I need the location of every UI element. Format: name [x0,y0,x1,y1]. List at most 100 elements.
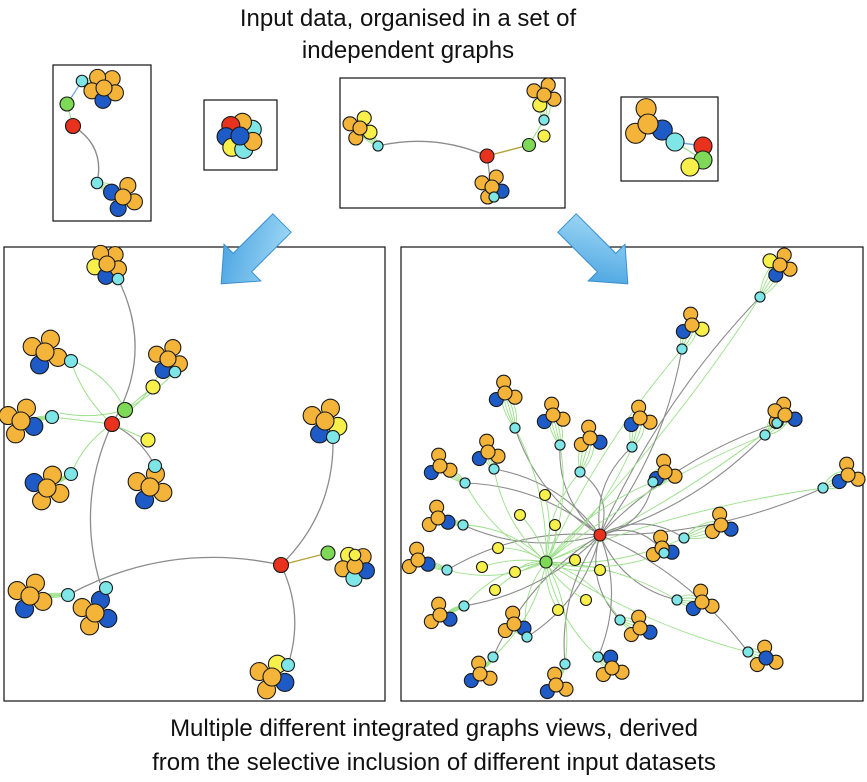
graph-node-123 [116,401,134,419]
graph-edge-146 [545,446,633,563]
graph-edge-143 [579,471,605,536]
graph-edge-160 [545,561,587,601]
graph-node-75 [37,478,57,498]
graph-node-252 [551,603,565,617]
graph-edge-129 [463,534,601,607]
graph-edge-137 [514,427,601,536]
graph-node-221 [554,439,566,451]
graph-node-210 [497,385,513,401]
graph-node-171 [592,651,604,663]
graph-node-7 [59,96,75,112]
graph-node-151 [678,532,690,544]
graph-node-6 [75,74,89,88]
input-graph-frames [3,64,864,702]
graph-node-176 [559,658,571,670]
graph-edge-133 [462,524,601,544]
graph-edge-130 [463,561,547,607]
graph-node-220 [545,407,561,423]
graph-node-113 [262,667,282,687]
graph-node-156 [671,594,683,606]
graph-node-225 [582,430,598,446]
graph-edge-36 [51,416,113,425]
graph-node-185 [472,666,488,682]
graph-node-36 [521,137,537,153]
graph-edge-109 [599,422,778,536]
graph-node-146 [817,482,829,494]
graph-node-250 [475,560,489,574]
input-graph-4-frame [620,96,719,182]
graph-node-230 [632,410,648,426]
graph-node-257 [539,555,553,569]
input-graph-1-frame [52,64,152,222]
graph-node-247 [513,508,527,522]
graph-node-170 [604,660,620,676]
graph-node-8 [64,117,82,135]
graph-node-186 [487,651,499,663]
graph-edge-125 [526,534,601,638]
graph-node-166 [614,614,626,626]
graph-edge-148 [545,481,654,563]
graph-node-34 [538,114,550,126]
graph-node-108 [98,580,114,596]
arrow-left-icon [220,213,292,285]
graph-node-200 [430,510,446,526]
graph-edge-115 [599,534,678,601]
graph-edge-128 [492,561,547,658]
graph-node-124 [103,415,121,433]
graph-edge-141 [559,444,601,536]
graph-edge-119 [595,534,621,621]
graph-node-51 [680,157,700,177]
graph-node-145 [840,467,856,483]
graph-node-84 [140,432,156,448]
graph-edge-152 [545,434,766,563]
graph-node-216 [488,463,500,475]
graph-node-28 [372,140,384,152]
graph-node-37 [479,148,495,164]
graph-node-33 [536,87,552,103]
graph-node-236 [647,476,659,488]
graph-node-244 [777,407,793,423]
graph-node-22 [230,126,250,146]
graph-edge-138 [514,427,547,563]
graph-node-121 [348,548,362,562]
graph-node-81 [159,350,177,368]
graph-node-241 [658,547,670,559]
graph-node-63 [35,342,55,362]
graph-edge-142 [545,444,564,563]
bottom-caption-line2: from the selective inclusion of differen… [152,749,716,776]
arrow-right-icon [557,213,629,285]
graph-node-206 [459,477,471,489]
graph-edge-144 [545,471,581,563]
graph-node-102 [60,587,76,603]
graph-edge-107 [599,348,683,536]
graph-node-57 [98,255,116,273]
graph-edge-123 [563,534,601,665]
graph-node-130 [772,257,788,273]
graph-node-70 [44,409,60,425]
graph-node-215 [480,444,496,460]
input-graph-2-frame [203,99,278,171]
graph-node-150 [713,517,729,533]
graph-node-14 [90,176,104,190]
graph-node-235 [657,464,673,480]
graph-node-35 [537,129,551,143]
graph-edge-132 [446,561,547,576]
graph-edge-121 [597,534,613,658]
graph-edge-131 [446,533,601,571]
graph-node-253 [579,593,593,607]
graph-edge-0 [72,125,100,184]
graph-node-175 [548,677,564,693]
graph-edge-139 [493,468,601,536]
graph-node-135 [684,317,700,333]
graph-node-226 [574,466,586,478]
graph-nodes [0,68,866,700]
graph-node-231 [626,441,638,453]
graph-node-131 [754,291,766,303]
graph-node-256 [548,518,562,532]
graph-node-83 [145,379,161,395]
graph-node-201 [457,519,469,531]
graph-node-58 [111,272,125,286]
graph-edge-113 [599,523,685,539]
graph-edge-106 [545,296,761,563]
graph-node-258 [593,528,607,542]
